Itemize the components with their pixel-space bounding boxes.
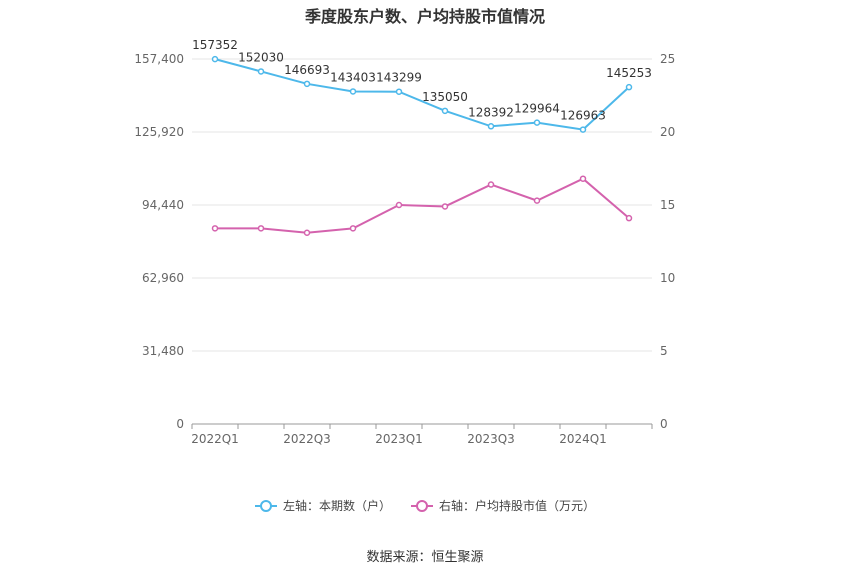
data-point-market-value — [395, 201, 403, 209]
series-line-market-value — [215, 177, 630, 234]
x-axis-tick-label: 2024Q1 — [559, 432, 607, 446]
data-point-holders — [487, 123, 495, 130]
data-point-holders — [349, 88, 357, 95]
left-axis-tick-label: 94,440 — [142, 198, 184, 212]
data-point-market-value — [303, 229, 311, 236]
right-axis-tick-label: 5 — [660, 344, 668, 358]
chart-title: 季度股东户数、户均持股市值情况 — [304, 7, 545, 26]
data-point-holders — [625, 83, 633, 91]
x-axis-tick-label: 2023Q1 — [375, 432, 423, 446]
legend-left-marker-icon — [254, 499, 277, 512]
data-point-market-value — [625, 214, 633, 222]
legend-right-marker-icon — [411, 499, 433, 512]
legend-item-right[interactable]: 右轴：户均持股市值（万元） — [411, 497, 595, 514]
data-point-holders — [395, 88, 403, 95]
right-axis-tick-label: 15 — [660, 198, 675, 212]
data-source: 数据来源：恒生聚源 — [366, 550, 484, 565]
data-point-market-value — [487, 181, 495, 188]
data-label: 143403 — [330, 70, 376, 84]
line-chart: 0 0 31,480 5 62,960 10 94,440 15 125,920 20 157,40… — [134, 38, 675, 446]
series-line-holders — [214, 58, 630, 131]
data-label: 146693 — [284, 63, 330, 77]
left-axis-tick-label: 31,480 — [142, 344, 184, 358]
data-point-holders — [257, 68, 265, 75]
x-axis-tick-label: 2022Q3 — [283, 432, 331, 446]
data-point-market-value — [579, 175, 587, 182]
x-axis-tick-label: 2023Q3 — [467, 432, 515, 446]
legend-right-label: 右轴：户均持股市值（万元） — [439, 499, 596, 513]
left-axis-tick-label: 157,400 — [134, 52, 184, 66]
data-point-market-value — [533, 197, 541, 204]
data-label: 152030 — [238, 50, 284, 64]
data-point-market-value — [349, 225, 357, 232]
data-label: 128392 — [468, 105, 514, 119]
data-point-holders — [303, 80, 311, 88]
data-label: 157352 — [192, 38, 238, 52]
legend-item-left[interactable]: 左轴：本期数（户） — [254, 497, 391, 514]
data-label: 135050 — [422, 90, 468, 104]
data-point-market-value — [257, 225, 265, 232]
data-label: 129964 — [514, 102, 560, 116]
right-axis-tick-label: 20 — [660, 125, 675, 139]
x-axis-tick-label: 2022Q1 — [191, 432, 239, 446]
legend: 左轴：本期数（户） 右轴：户均持股市值（万元） — [0, 497, 850, 514]
right-axis-tick-label: 10 — [660, 271, 675, 285]
data-point-holders — [579, 126, 587, 133]
data-point-market-value — [441, 203, 449, 210]
data-point-holders — [533, 119, 541, 126]
right-axis-tick-label: 25 — [660, 52, 675, 66]
left-axis-tick-label: 62,960 — [142, 271, 184, 285]
legend-left-label: 左轴：本期数（户） — [282, 499, 391, 513]
left-axis-tick-label: 125,920 — [134, 125, 184, 139]
data-point-market-value — [211, 225, 219, 232]
data-label: 145253 — [606, 66, 652, 80]
right-axis-tick-label: 0 — [660, 417, 668, 431]
data-label: 126963 — [560, 109, 606, 123]
data-label: 143299 — [376, 71, 422, 85]
data-point-holders — [441, 107, 449, 115]
left-axis-tick-label: 0 — [176, 417, 184, 431]
data-point-holders — [211, 55, 219, 63]
